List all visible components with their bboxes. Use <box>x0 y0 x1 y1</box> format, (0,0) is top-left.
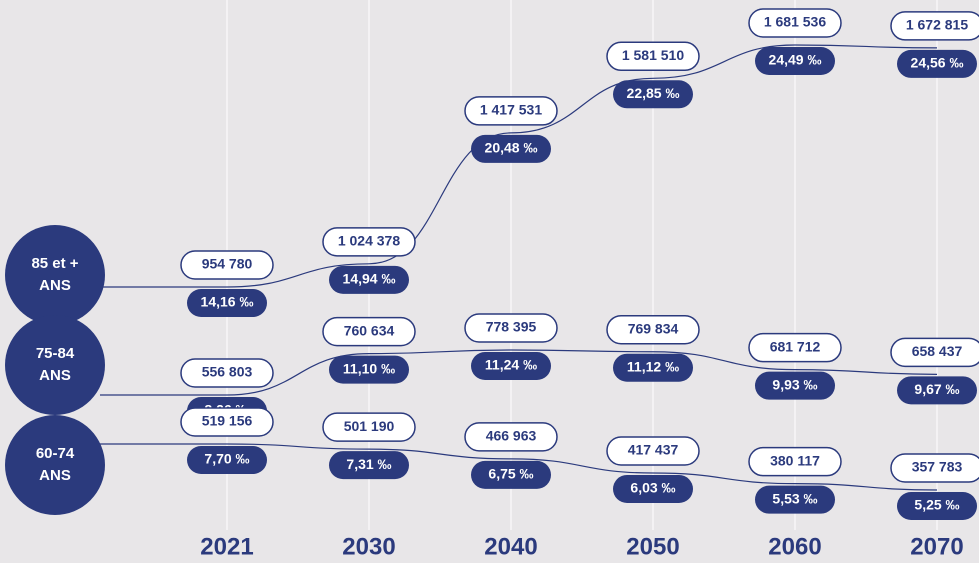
rate-label: 14,16 ‰ <box>201 294 254 310</box>
value-label: 380 117 <box>770 452 820 468</box>
rate-pill <box>329 451 409 480</box>
rate-label: 24,49 ‰ <box>769 52 822 68</box>
value-pill <box>748 8 842 38</box>
group-circle <box>5 225 105 325</box>
value-label: 417 437 <box>628 442 679 458</box>
x-tick-label: 2070 <box>910 533 963 560</box>
value-label: 760 634 <box>344 322 395 338</box>
rate-label: 24,56 ‰ <box>911 55 964 71</box>
rate-pill <box>613 474 693 503</box>
value-label: 556 803 <box>202 364 253 380</box>
rate-label: 11,24 ‰ <box>485 357 537 373</box>
value-pill <box>606 41 700 72</box>
rate-pill <box>897 492 977 520</box>
rate-pill <box>755 47 835 75</box>
value-pill <box>180 250 274 280</box>
rate-label: 7,70 ‰ <box>204 451 249 467</box>
rate-pill <box>897 49 977 78</box>
value-label: 1 024 378 <box>338 233 400 249</box>
rate-label: 7,31 ‰ <box>346 456 391 472</box>
value-label: 1 417 531 <box>480 102 542 118</box>
x-tick-label: 2050 <box>626 533 679 560</box>
x-tick-label: 2021 <box>200 533 253 560</box>
value-pill <box>322 227 416 257</box>
rate-pill <box>755 371 835 400</box>
value-pill <box>890 453 979 483</box>
rate-label: 9,67 ‰ <box>914 381 959 397</box>
x-tick-label: 2040 <box>484 533 537 560</box>
series-line <box>226 443 938 491</box>
rate-label: 5,25 ‰ <box>914 497 959 513</box>
value-pill <box>464 422 558 452</box>
value-pill <box>322 316 416 347</box>
value-pill <box>322 412 416 442</box>
rate-label: 6,03 ‰ <box>630 480 675 496</box>
series-line <box>226 44 938 288</box>
rate-pill <box>755 485 835 514</box>
rate-pill <box>187 289 267 317</box>
value-label: 357 783 <box>912 459 963 475</box>
rate-label: 6,75 ‰ <box>488 466 533 482</box>
value-label: 954 780 <box>202 256 253 272</box>
rate-label: 9,93 ‰ <box>772 376 817 392</box>
rate-label: 22,85 ‰ <box>627 85 680 101</box>
series-name: 60-74 ANS <box>36 445 75 484</box>
series-name: 75-84 ANS <box>36 345 75 384</box>
rate-pill <box>187 446 267 474</box>
rate-pill <box>329 265 409 294</box>
rate-pill <box>471 134 551 163</box>
value-pill <box>890 11 979 41</box>
value-pill <box>180 358 274 388</box>
group-circle <box>5 415 105 515</box>
value-pill <box>606 314 700 345</box>
rate-pill <box>897 376 977 405</box>
value-label: 1 672 815 <box>906 17 968 33</box>
value-label: 519 156 <box>202 413 253 429</box>
value-pill <box>180 407 274 437</box>
rate-pill <box>471 460 551 489</box>
rate-label: 11,12 ‰ <box>627 358 679 374</box>
value-label: 466 963 <box>486 428 537 444</box>
value-label: 681 712 <box>770 338 821 354</box>
value-label: 658 437 <box>912 343 963 359</box>
value-label: 778 395 <box>486 319 537 335</box>
value-pill <box>464 313 558 343</box>
value-label: 1 581 510 <box>622 47 684 63</box>
value-pill <box>890 337 979 368</box>
rate-label: 20,48 ‰ <box>485 140 538 156</box>
rate-label: 11,10 ‰ <box>343 360 395 376</box>
value-pill <box>464 96 558 126</box>
rate-pill <box>329 355 409 384</box>
value-pill <box>606 436 700 466</box>
rate-label: 5,53 ‰ <box>772 490 817 506</box>
rate-pill <box>613 353 693 382</box>
series-name: 85 et + ANS <box>31 255 78 294</box>
rate-label: 14,94 ‰ <box>343 271 396 287</box>
value-pill <box>748 332 842 363</box>
value-pill <box>748 446 842 477</box>
rate-pill <box>471 352 551 380</box>
value-label: 769 834 <box>628 320 679 336</box>
value-label: 1 681 536 <box>764 14 826 30</box>
x-tick-label: 2060 <box>768 533 821 560</box>
group-circle <box>5 315 105 415</box>
value-label: 501 190 <box>344 418 395 434</box>
x-tick-label: 2030 <box>342 533 395 560</box>
rate-pill <box>613 80 693 109</box>
